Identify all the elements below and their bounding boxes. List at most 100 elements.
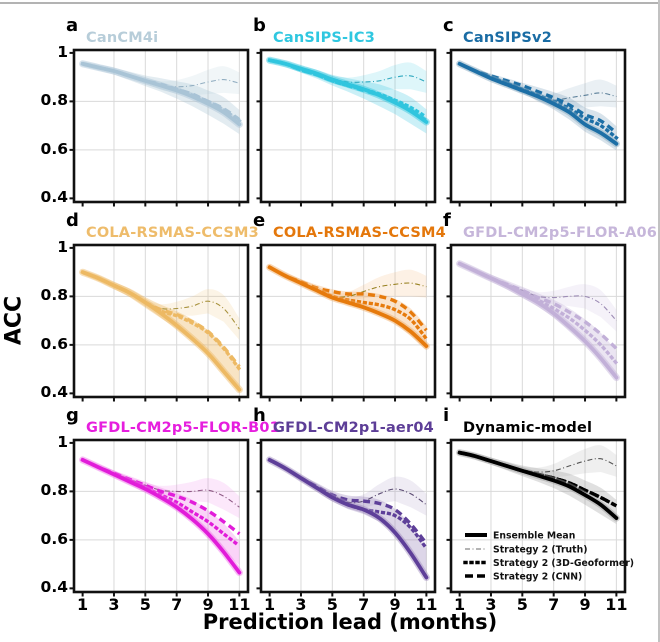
x-tick-label: 3 xyxy=(485,595,497,614)
strategy2-truth-line xyxy=(82,459,240,508)
y-tick-label: 0.8 xyxy=(40,286,68,305)
panel-e: e COLA-RSMAS-CCSM4 xyxy=(253,212,446,402)
panel-a-title: CanCM4i xyxy=(86,30,159,46)
truth-uncertainty-band xyxy=(82,62,240,96)
y-axis-label: ACC xyxy=(1,295,27,346)
ensemble-mean-line xyxy=(80,270,242,392)
truth-uncertainty-band xyxy=(269,266,427,301)
x-tick-label: 7 xyxy=(171,595,183,614)
strategy2-truth-line xyxy=(269,459,427,506)
ensemble-mean-line xyxy=(80,61,242,127)
x-tick-label: 3 xyxy=(295,595,307,614)
panel-a-chart xyxy=(69,48,250,207)
panel-b-letter: b xyxy=(253,15,266,36)
y-tick-label: 1 xyxy=(57,42,68,61)
x-tick-label: 11 xyxy=(605,595,628,614)
ensemble-mean-line xyxy=(457,261,619,380)
panel-i-letter: i xyxy=(443,405,450,426)
ensemble-mean-halo xyxy=(79,268,243,394)
x-tick-label: 9 xyxy=(389,595,401,614)
truth-uncertainty-band xyxy=(82,458,240,519)
panel-a-letter: a xyxy=(66,15,79,36)
x-axis-label: Prediction lead (months) xyxy=(202,610,498,634)
ensemble-mean-line xyxy=(80,458,242,575)
legend-label: Strategy 2 (CNN) xyxy=(493,571,582,582)
ensemble-mean-line xyxy=(267,58,429,124)
panel-g-letter: g xyxy=(66,405,79,426)
panel-d-chart xyxy=(69,243,250,402)
y-tick-label: 0.6 xyxy=(40,529,68,548)
panel-a: a CanCM4i xyxy=(66,17,250,207)
ensemble-mean-halo xyxy=(456,260,620,382)
panel-i-chart: Ensemble Mean Strategy 2 (Truth) Strategy … xyxy=(446,438,634,597)
panel-h-letter: h xyxy=(253,405,266,426)
panel-b-title: CanSIPS-IC3 xyxy=(273,30,376,46)
x-tick-label: 7 xyxy=(358,595,370,614)
panel-f-title: GFDL-CM2p5-FLOR-A06 xyxy=(463,225,658,241)
panel-d-letter: d xyxy=(66,210,79,231)
x-tick-label: 11 xyxy=(228,595,251,614)
page-top-border xyxy=(0,2,660,4)
panel-g: g GFDL-CM2p5-FLOR-B01 xyxy=(66,407,280,597)
panel-b: b CanSIPS-IC3 xyxy=(253,17,437,207)
x-tick-label: 1 xyxy=(77,595,89,614)
truth-uncertainty-band xyxy=(269,458,427,516)
ensemble-mean-line xyxy=(267,265,429,348)
panel-c-letter: c xyxy=(443,15,454,36)
y-tick-label: 1 xyxy=(57,432,68,451)
ensemble-uncertainty-band xyxy=(269,457,427,573)
y-tick-label: 0.8 xyxy=(40,91,68,110)
strategy2-truth-line xyxy=(459,452,617,473)
x-tick-label: 9 xyxy=(579,595,591,614)
truth-uncertainty-band xyxy=(459,445,617,478)
x-tick-label: 5 xyxy=(516,595,528,614)
y-tick-label: 0.4 xyxy=(40,383,68,402)
y-tick-label: 0.6 xyxy=(40,334,68,353)
x-tick-label: 1 xyxy=(454,595,466,614)
panel-c: c CanSIPSv2 xyxy=(443,17,627,207)
panel-b-chart xyxy=(256,48,437,207)
page-right-border xyxy=(658,0,660,642)
y-tick-label: 0.6 xyxy=(40,139,68,158)
panel-h-title: GFDL-CM2p1-aer04 xyxy=(273,420,434,436)
strategy2-cnn-line xyxy=(268,458,428,545)
panel-e-title: COLA-RSMAS-CCSM4 xyxy=(273,225,446,241)
truth-uncertainty-band xyxy=(269,59,427,93)
strategy2-truth-line xyxy=(269,59,427,83)
x-tick-label: 5 xyxy=(326,595,338,614)
ensemble-mean-halo xyxy=(79,456,243,577)
panel-h-chart xyxy=(256,438,437,597)
x-tick-label: 1 xyxy=(264,595,276,614)
panel-g-chart xyxy=(69,438,250,597)
panel-d: d COLA-RSMAS-CCSM3 xyxy=(66,212,259,402)
ensemble-uncertainty-band xyxy=(459,61,617,151)
y-tick-label: 0.4 xyxy=(40,188,68,207)
legend-label: Strategy 2 (Truth) xyxy=(493,544,588,555)
ensemble-mean-line xyxy=(457,450,619,520)
ensemble-mean-line xyxy=(457,61,619,146)
y-tick-label: 0.4 xyxy=(40,578,68,597)
y-tick-label: 0.8 xyxy=(40,481,68,500)
panel-d-title: COLA-RSMAS-CCSM3 xyxy=(86,225,259,241)
panel-e-letter: e xyxy=(253,210,266,231)
panel-c-title: CanSIPSv2 xyxy=(463,30,552,46)
panel-i-title: Dynamic-model xyxy=(463,420,593,436)
panel-i: i Dynamic-model Ensemble Mean Strategy 2 (T… xyxy=(443,407,634,597)
legend-label: Ensemble Mean xyxy=(493,530,575,541)
panel-f-letter: f xyxy=(443,210,451,231)
panel-e-chart xyxy=(256,243,437,402)
ensemble-mean-line xyxy=(267,458,429,580)
panel-g-title: GFDL-CM2p5-FLOR-B01 xyxy=(86,420,280,436)
panel-h: h GFDL-CM2p1-aer04 xyxy=(253,407,437,597)
x-tick-label: 5 xyxy=(139,595,151,614)
y-tick-label: 1 xyxy=(57,237,68,256)
ensemble-uncertainty-band xyxy=(82,269,240,391)
panel-c-chart xyxy=(446,48,627,207)
panel-f-chart xyxy=(446,243,627,402)
x-tick-label: 9 xyxy=(202,595,214,614)
legend-label: Strategy 2 (3D-Geoformer) xyxy=(493,558,634,569)
x-tick-label: 3 xyxy=(108,595,120,614)
x-tick-label: 11 xyxy=(415,595,438,614)
strategy2-geoformer-line xyxy=(80,61,242,124)
